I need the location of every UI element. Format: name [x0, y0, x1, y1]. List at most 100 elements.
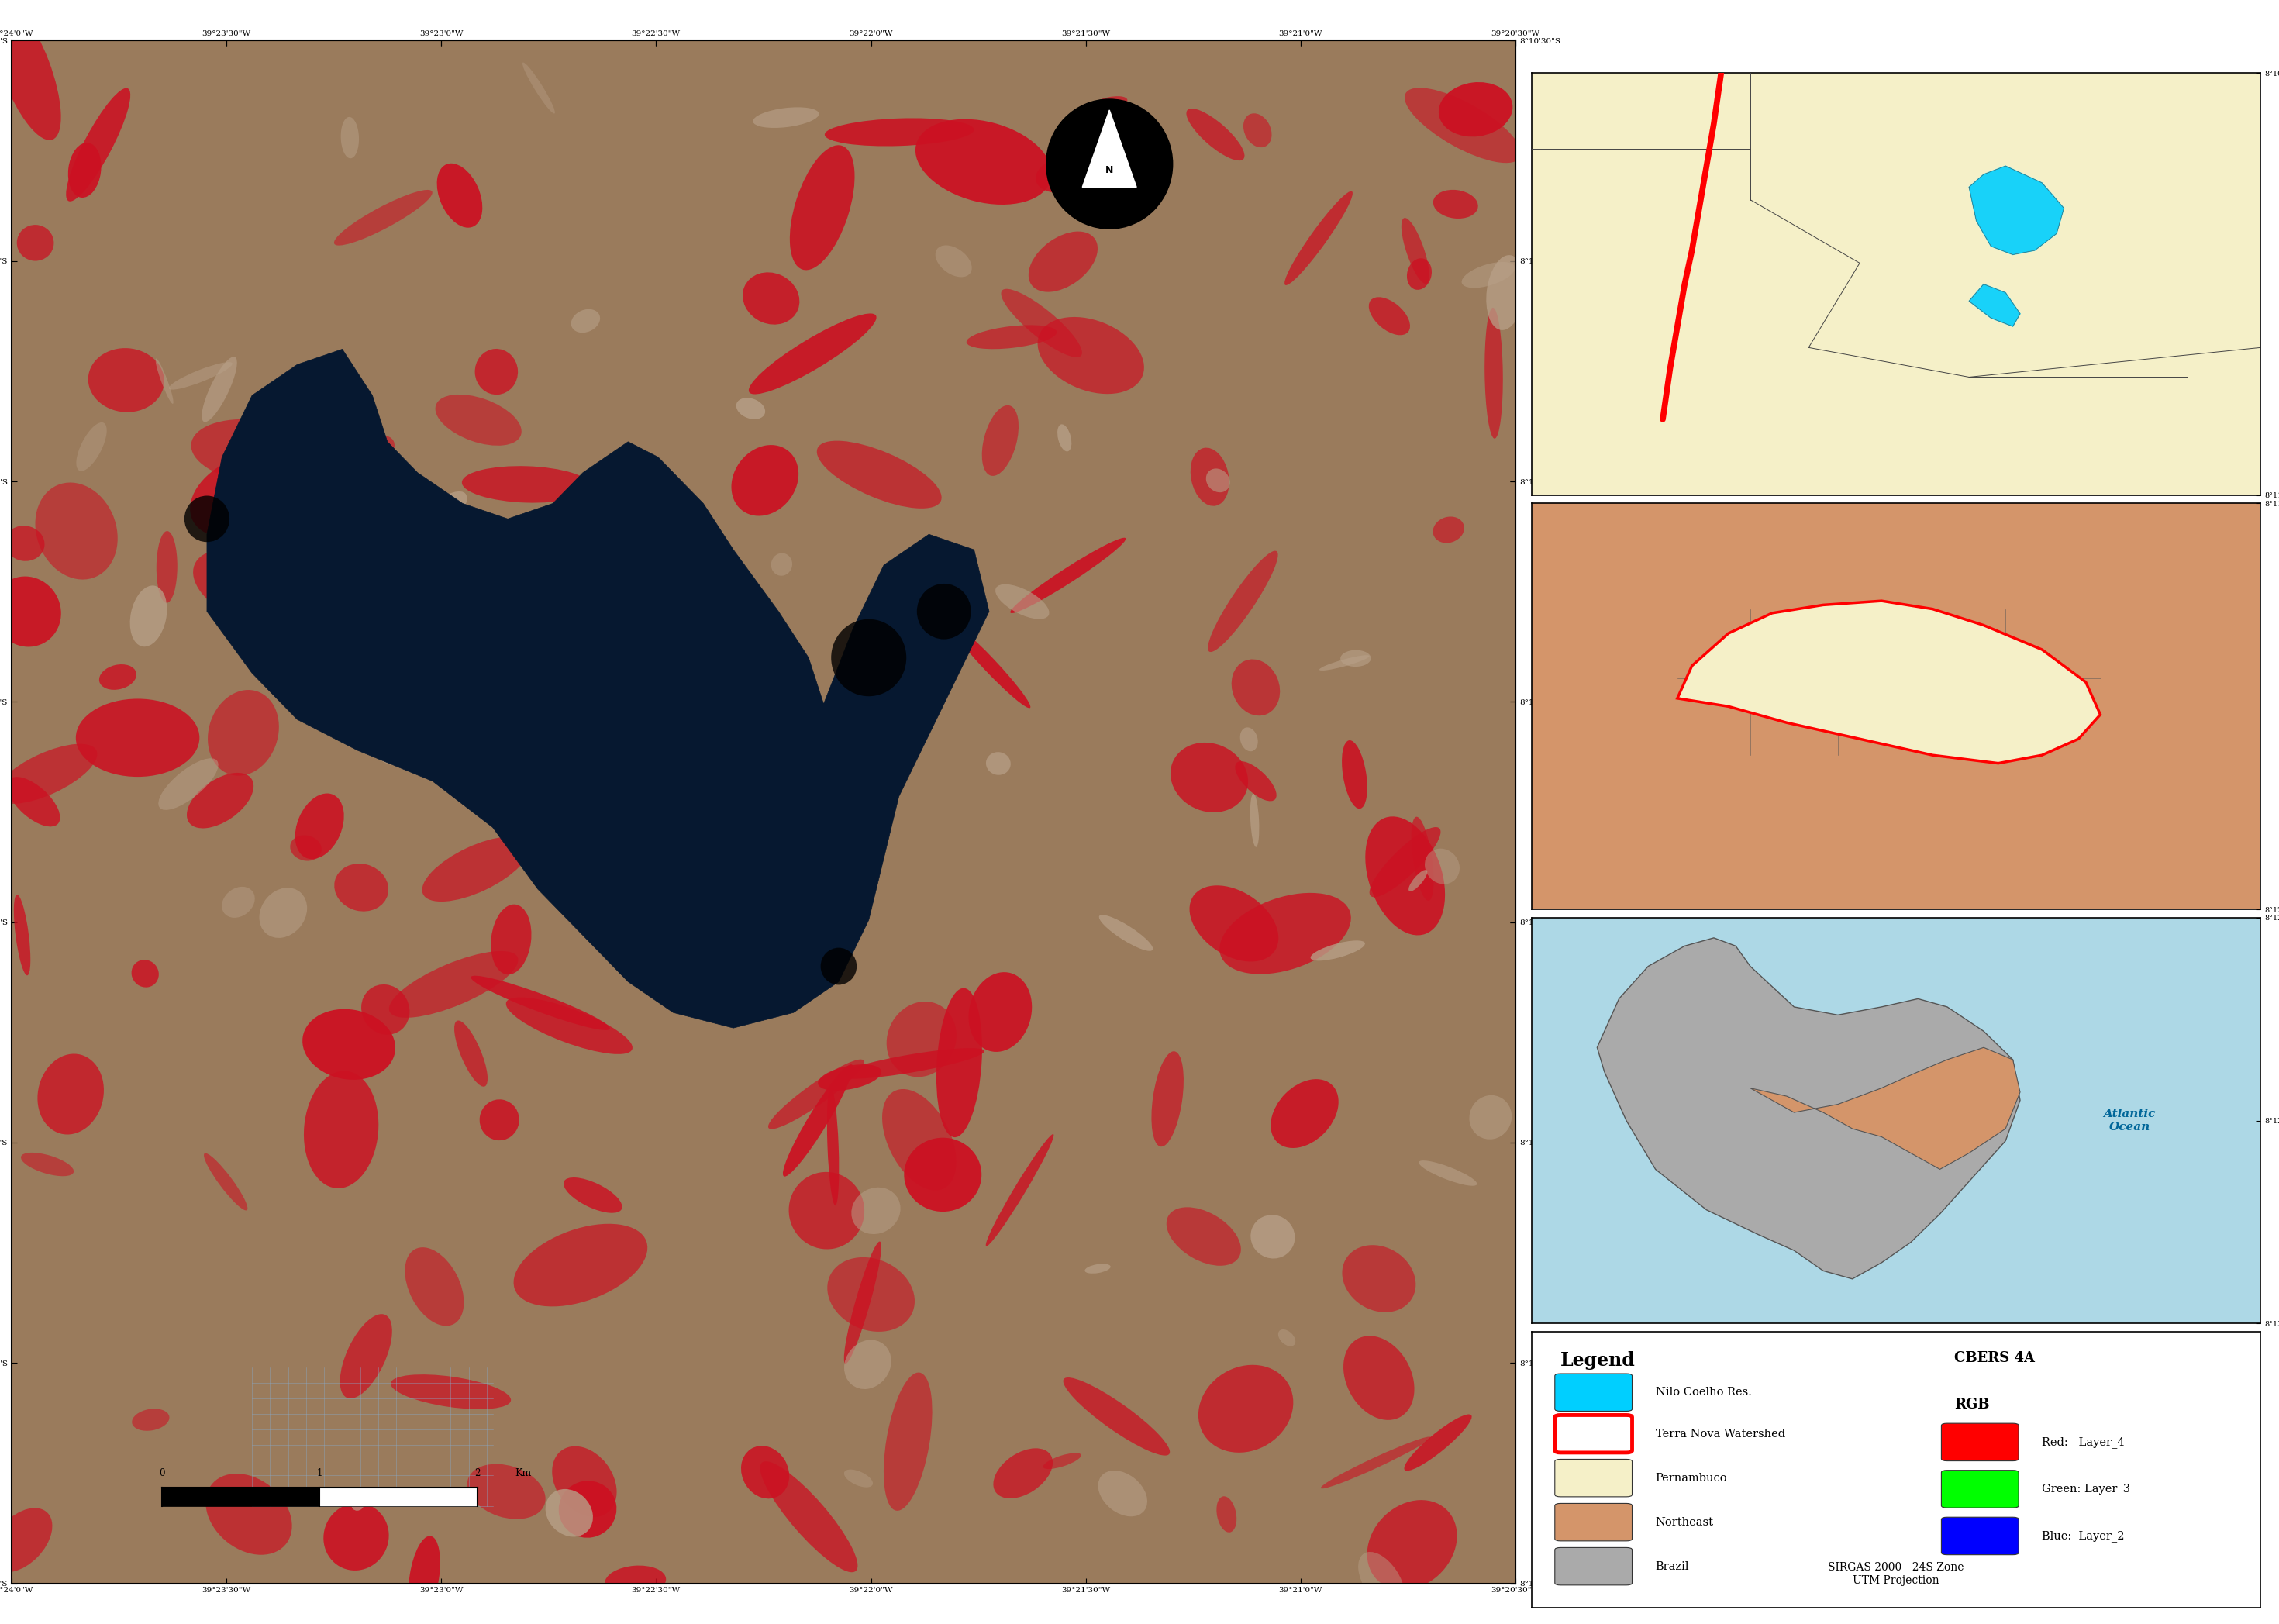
FancyBboxPatch shape	[1554, 1504, 1632, 1541]
Ellipse shape	[75, 698, 201, 776]
Text: 1: 1	[317, 1468, 324, 1478]
Ellipse shape	[1167, 1207, 1242, 1265]
Text: Brazil: Brazil	[1655, 1561, 1689, 1572]
Ellipse shape	[390, 1374, 510, 1410]
Ellipse shape	[645, 676, 684, 723]
Ellipse shape	[303, 1070, 378, 1189]
Ellipse shape	[789, 1173, 864, 1249]
Ellipse shape	[335, 190, 433, 245]
Ellipse shape	[736, 398, 766, 419]
Ellipse shape	[1424, 849, 1459, 883]
Ellipse shape	[1244, 114, 1272, 148]
Ellipse shape	[1406, 258, 1431, 289]
Ellipse shape	[155, 359, 173, 404]
Ellipse shape	[0, 1509, 52, 1572]
Text: Nilo Coelho Res.: Nilo Coelho Res.	[1655, 1387, 1753, 1398]
Ellipse shape	[1272, 1080, 1338, 1148]
Ellipse shape	[1470, 1095, 1511, 1140]
Ellipse shape	[264, 547, 296, 653]
Polygon shape	[1969, 166, 2065, 255]
Ellipse shape	[1310, 940, 1365, 961]
Ellipse shape	[693, 741, 711, 773]
FancyBboxPatch shape	[1554, 1548, 1632, 1585]
Ellipse shape	[1035, 158, 1092, 193]
Ellipse shape	[987, 1134, 1053, 1246]
Bar	[162, 1488, 319, 1507]
Ellipse shape	[884, 1372, 932, 1510]
Text: RGB: RGB	[1955, 1398, 1990, 1411]
Ellipse shape	[89, 348, 164, 412]
Ellipse shape	[1206, 469, 1231, 492]
Text: 0: 0	[160, 1468, 164, 1478]
Ellipse shape	[948, 620, 1030, 708]
Ellipse shape	[552, 1447, 618, 1517]
Ellipse shape	[768, 1059, 864, 1129]
Ellipse shape	[1000, 289, 1083, 357]
Ellipse shape	[21, 1153, 73, 1176]
Ellipse shape	[1365, 817, 1445, 935]
Ellipse shape	[191, 419, 315, 482]
Ellipse shape	[843, 1340, 891, 1389]
Ellipse shape	[791, 145, 855, 270]
Ellipse shape	[966, 325, 1057, 349]
Ellipse shape	[752, 107, 818, 128]
Ellipse shape	[132, 960, 160, 987]
Ellipse shape	[296, 534, 324, 557]
Ellipse shape	[203, 357, 237, 422]
Bar	[319, 1488, 479, 1507]
Ellipse shape	[303, 1009, 394, 1080]
Ellipse shape	[540, 836, 593, 892]
Ellipse shape	[1235, 762, 1276, 801]
Ellipse shape	[1010, 538, 1126, 614]
Ellipse shape	[34, 482, 119, 580]
Ellipse shape	[1402, 218, 1429, 284]
Circle shape	[185, 495, 230, 542]
Ellipse shape	[1322, 1437, 1431, 1489]
Ellipse shape	[5, 526, 46, 560]
Ellipse shape	[1064, 1377, 1169, 1455]
Ellipse shape	[1171, 742, 1249, 812]
Ellipse shape	[937, 987, 982, 1137]
Ellipse shape	[467, 1463, 545, 1518]
Ellipse shape	[1461, 261, 1516, 287]
Text: N: N	[1105, 166, 1114, 175]
Ellipse shape	[513, 1224, 647, 1306]
Text: Pernambuco: Pernambuco	[1655, 1473, 1727, 1483]
Ellipse shape	[1433, 190, 1479, 219]
Ellipse shape	[132, 1408, 169, 1431]
Ellipse shape	[308, 398, 340, 434]
Ellipse shape	[843, 1241, 882, 1364]
Ellipse shape	[68, 143, 100, 198]
Ellipse shape	[75, 422, 107, 471]
Ellipse shape	[1028, 232, 1098, 292]
Ellipse shape	[205, 1473, 292, 1554]
Ellipse shape	[326, 664, 371, 729]
Ellipse shape	[362, 984, 410, 1034]
Ellipse shape	[827, 1257, 914, 1332]
Circle shape	[832, 619, 907, 697]
Text: Terra Nova Watershed: Terra Nova Watershed	[1655, 1429, 1784, 1439]
Polygon shape	[1083, 110, 1137, 187]
Ellipse shape	[1190, 448, 1228, 507]
Ellipse shape	[1438, 83, 1513, 136]
Circle shape	[1046, 99, 1174, 229]
Ellipse shape	[1199, 1364, 1292, 1452]
Ellipse shape	[1187, 109, 1244, 161]
Ellipse shape	[1251, 1215, 1294, 1259]
Ellipse shape	[203, 1153, 248, 1210]
Ellipse shape	[825, 119, 973, 146]
Ellipse shape	[545, 1489, 593, 1536]
Ellipse shape	[1240, 728, 1258, 752]
Ellipse shape	[1486, 255, 1525, 330]
Ellipse shape	[852, 1187, 900, 1234]
Ellipse shape	[294, 794, 344, 859]
Ellipse shape	[1190, 885, 1279, 961]
Ellipse shape	[1089, 96, 1128, 112]
Text: Km: Km	[515, 1468, 531, 1478]
Ellipse shape	[130, 586, 166, 646]
Ellipse shape	[887, 1002, 957, 1077]
Ellipse shape	[1219, 893, 1351, 974]
Ellipse shape	[66, 88, 130, 201]
Ellipse shape	[969, 973, 1032, 1052]
Text: Green: Layer_3: Green: Layer_3	[2042, 1483, 2131, 1494]
